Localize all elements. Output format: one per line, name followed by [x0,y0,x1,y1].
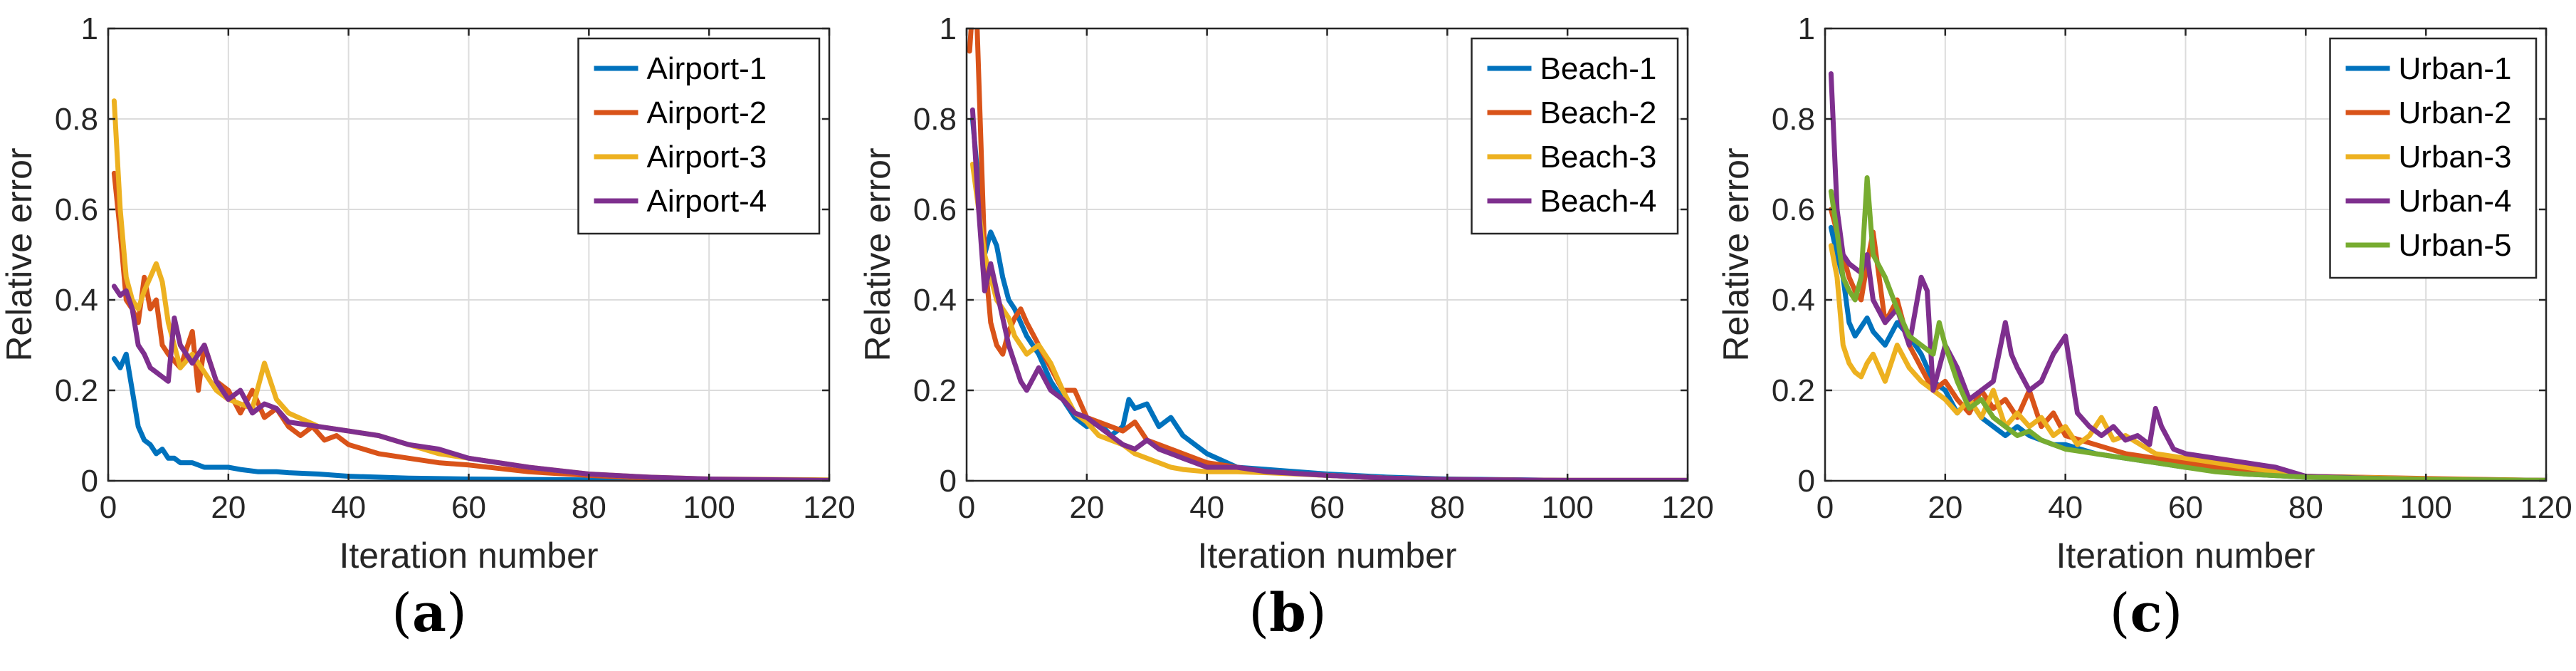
series-group [1828,71,2546,481]
y-axis-title: Relative error [858,147,898,361]
series-line-urban-5 [1828,175,2546,481]
y-tick-label-1: 0.2 [1772,373,1815,408]
x-tick-label-2: 40 [331,490,366,525]
y-tick-label-5: 1 [1798,11,1815,46]
legend-label-beach-2: Beach-2 [1540,95,1657,130]
series-line-beach-4 [969,107,1688,481]
legend: Beach-1 Beach-2 Beach-3 Beach-4 [1471,37,1679,235]
axes: 0 20 40 60 80 100 120 0 0.2 0.4 0.6 0.8 1 [913,11,1714,525]
x-tick-label-5: 100 [1541,490,1593,525]
x-tick-label-6: 120 [2520,490,2572,525]
x-tick-label-0: 0 [100,490,117,525]
y-tick-label-2: 0.4 [55,283,98,318]
y-tick-label-5: 1 [940,11,957,46]
legend-label-urban-5: Urban-5 [2399,228,2512,263]
grid [1825,28,2546,481]
x-tick-label-3: 60 [451,490,486,525]
axes: 0 20 40 60 80 100 120 0 0.2 0.4 0.6 0.8 1 [1772,11,2572,525]
legend-label-airport-1: Airport-1 [647,51,767,86]
legend-label-beach-4: Beach-4 [1540,184,1657,219]
caption-b: (b) [1248,583,1327,644]
x-tick-label-4: 80 [2288,490,2323,525]
x-axis-title: Iteration number [2056,536,2315,576]
chart-b: 0 20 40 60 80 100 120 0 0.2 0.4 0.6 0.8 1 Iteration n… [858,11,1714,576]
legend-label-airport-4: Airport-4 [647,184,767,219]
y-tick-label-1: 0.2 [913,373,957,408]
x-tick-label-3: 60 [2168,490,2203,525]
y-tick-label-3: 0.6 [1772,192,1815,227]
legend-label-urban-2: Urban-2 [2399,95,2512,130]
caption-c-letter: c [2130,583,2162,644]
x-axis-title: Iteration number [339,536,598,576]
chart-c: 0 20 40 60 80 100 120 0 0.2 0.4 0.6 0.8 1 Iteration n… [1716,11,2572,576]
chart-a: 0 20 40 60 80 100 120 0 0.2 0.4 0.6 0.8 1 Iteration n… [0,11,856,576]
panel-a: 0 20 40 60 80 100 120 0 0.2 0.4 0.6 0.8 1 Iteration n… [0,0,858,671]
legend-label-urban-1: Urban-1 [2399,51,2512,86]
caption-a: (a) [391,583,467,644]
x-tick-label-4: 80 [1430,490,1465,525]
x-tick-label-5: 100 [683,490,735,525]
series-line-airport-1 [111,351,829,481]
x-tick-label-4: 80 [572,490,606,525]
x-tick-label-1: 20 [1069,490,1104,525]
x-tick-label-6: 120 [1661,490,1713,525]
panel-b: 0 20 40 60 80 100 120 0 0.2 0.4 0.6 0.8 1 Iteration n… [858,0,1717,671]
series-line-urban-2 [1828,207,2546,481]
caption-b-letter: b [1269,583,1306,644]
series-group [111,98,829,481]
legend: Urban-1 Urban-2 Urban-3 Urban-4 Urban-5 [2329,37,2538,279]
y-tick-label-2: 0.4 [1772,283,1815,318]
series-line-airport-4 [111,284,829,481]
series-line-urban-4 [1828,71,2546,481]
x-tick-label-6: 120 [803,490,855,525]
y-tick-label-0: 0 [1798,464,1815,499]
axes: 0 20 40 60 80 100 120 0 0.2 0.4 0.6 0.8 1 [55,11,856,525]
x-tick-label-1: 20 [211,490,246,525]
legend-label-beach-3: Beach-3 [1540,140,1657,175]
x-tick-label-1: 20 [1928,490,1962,525]
caption-c: (c) [2109,583,2183,644]
x-tick-label-2: 40 [2048,490,2083,525]
legend-label-urban-4: Urban-4 [2399,184,2512,219]
y-tick-label-4: 0.8 [913,102,957,137]
series-group [967,28,1688,481]
series-line-urban-3 [1828,243,2546,481]
y-axis-title: Relative error [0,147,39,361]
x-tick-label-5: 100 [2399,490,2451,525]
y-tick-label-3: 0.6 [55,192,98,227]
series-line-airport-2 [111,170,829,481]
legend-label-airport-3: Airport-3 [647,140,767,175]
legend-label-beach-1: Beach-1 [1540,51,1657,86]
y-tick-label-4: 0.8 [55,102,98,137]
x-tick-label-0: 0 [958,490,975,525]
x-tick-label-2: 40 [1189,490,1224,525]
legend: Airport-1 Airport-2 Airport-3 Airport-4 [577,37,821,235]
legend-label-urban-3: Urban-3 [2399,140,2512,175]
y-tick-label-5: 1 [81,11,98,46]
x-tick-label-3: 60 [1310,490,1345,525]
caption-a-letter: a [412,583,446,644]
y-tick-label-0: 0 [81,464,98,499]
y-tick-label-1: 0.2 [55,373,98,408]
x-tick-label-0: 0 [1817,490,1834,525]
y-tick-label-4: 0.8 [1772,102,1815,137]
y-tick-label-0: 0 [940,464,957,499]
y-tick-label-3: 0.6 [913,192,957,227]
y-axis-title: Relative error [1716,147,1756,361]
panel-c: 0 20 40 60 80 100 120 0 0.2 0.4 0.6 0.8 1 Iteration n… [1716,0,2575,671]
x-axis-title: Iteration number [1197,536,1456,576]
y-tick-label-2: 0.4 [913,283,957,318]
legend-label-airport-2: Airport-2 [647,95,767,130]
